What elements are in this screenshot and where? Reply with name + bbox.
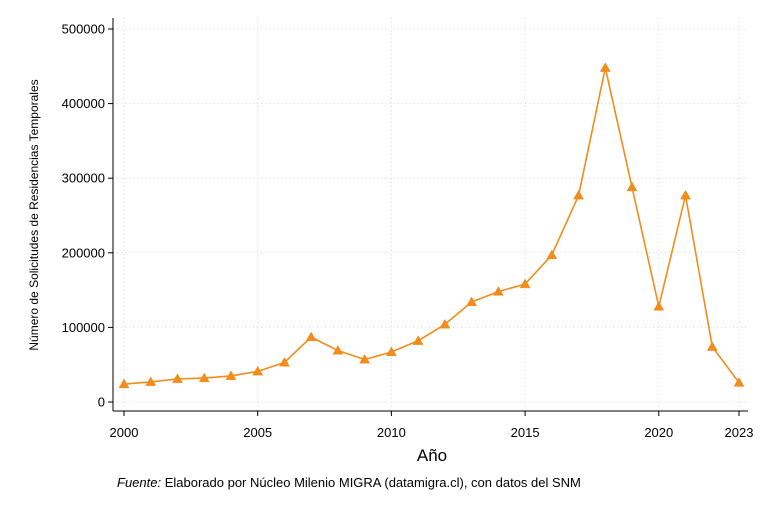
data-point-marker <box>439 318 451 329</box>
data-point-marker <box>626 181 638 192</box>
data-point-marker <box>546 249 558 260</box>
data-point-marker <box>733 377 745 387</box>
x-tick-label: 2023 <box>725 425 754 440</box>
y-tick-label: 200000 <box>62 245 105 260</box>
x-tick-label: 2010 <box>377 425 406 440</box>
data-point-marker <box>385 346 397 357</box>
data-point-marker <box>492 286 504 296</box>
x-tick-label: 2020 <box>644 425 673 440</box>
data-point-marker <box>680 189 691 200</box>
x-axis-title: Año <box>417 446 447 465</box>
data-point-marker <box>706 341 718 351</box>
y-tick-label: 300000 <box>62 171 105 186</box>
y-tick-label: 0 <box>98 395 105 410</box>
y-tick-label: 400000 <box>62 96 105 111</box>
x-tick-label: 2000 <box>110 425 139 440</box>
y-tick-label: 100000 <box>62 320 105 335</box>
data-point-marker <box>466 296 478 307</box>
source-label: Fuente: <box>117 475 162 490</box>
data-point-marker <box>145 376 157 386</box>
data-point-marker <box>279 356 290 367</box>
source-text: Elaborado por Núcleo Milenio MIGRA (data… <box>161 475 581 490</box>
x-tick-label: 2005 <box>243 425 272 440</box>
source-note: Fuente: Elaborado por Núcleo Milenio MIG… <box>117 475 581 490</box>
data-point-marker <box>198 372 210 383</box>
series-line <box>123 67 740 385</box>
data-point-marker <box>653 301 665 311</box>
x-axis-ticks: 2000 2005 2010 2015 2020 2023 <box>110 411 754 440</box>
y-axis-ticks: 0 100000 200000 300000 400000 500000 <box>62 22 113 410</box>
data-point-marker <box>519 278 531 289</box>
data-point-marker <box>118 378 130 389</box>
data-point-marker <box>225 370 237 380</box>
data-point-marker <box>305 331 317 342</box>
x-tick-label: 2015 <box>511 425 540 440</box>
y-tick-label: 500000 <box>62 22 105 37</box>
data-point-marker <box>172 373 183 383</box>
y-axis-title: Número de Solicitudes de Residencias Tem… <box>27 79 41 350</box>
data-point-marker <box>332 345 344 355</box>
line-chart: 0 100000 200000 300000 400000 500000 2000 2005… <box>27 18 754 465</box>
data-point-marker <box>359 353 371 364</box>
data-point-marker <box>599 62 611 72</box>
data-point-marker <box>412 335 424 345</box>
data-series <box>118 62 745 389</box>
data-point-marker <box>252 365 264 376</box>
data-point-marker <box>573 189 584 200</box>
gridlines <box>113 18 748 411</box>
